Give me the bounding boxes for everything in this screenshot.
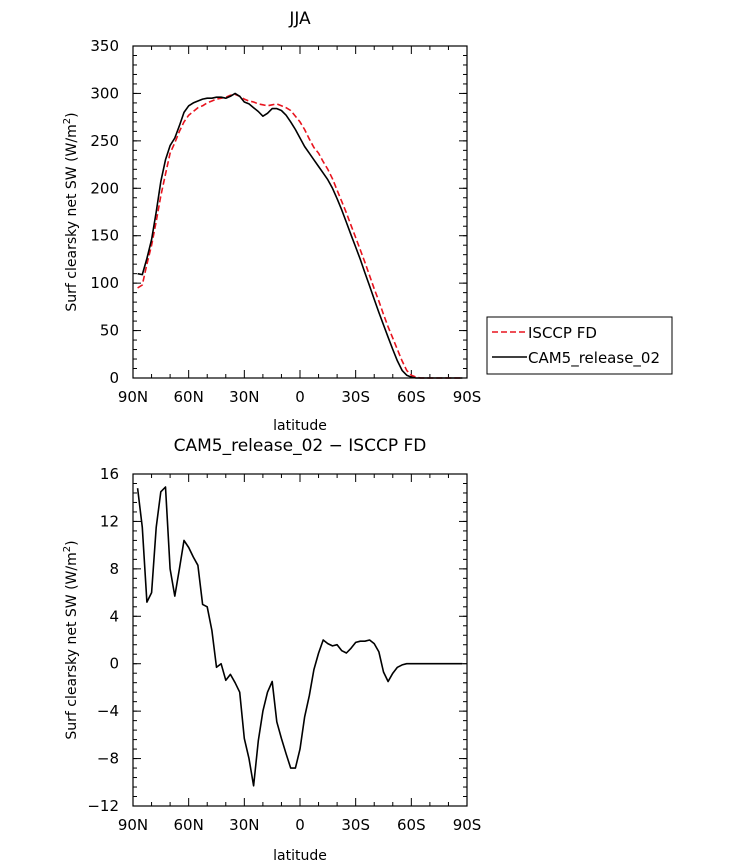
y-tick-label: 150 <box>90 227 119 245</box>
panel-bottom-chart: CAM5_release_02 − ISCCP FD 90N 60N 30N 0 30S… <box>62 436 481 864</box>
plot-area: 90N 60N 30N 0 30S 60S 90S −12 −8 −4 0 4 8 12 16 <box>87 465 481 834</box>
y-tick-label: 250 <box>90 132 119 150</box>
x-axis-label: latitude <box>273 418 327 434</box>
series-line-difference <box>136 486 463 787</box>
y-tick-label: 12 <box>100 512 119 530</box>
x-tick-label: 60N <box>174 816 204 834</box>
x-tick-label: 0 <box>295 816 305 834</box>
chart-title: JJA <box>288 9 311 29</box>
y-tick-label: 0 <box>109 655 119 673</box>
y-axis-label: Surf clearsky net SW (W/m2) <box>62 540 80 739</box>
panel-top-chart: JJA 90N 60N 30N 0 30S 60S 90S 0 50 100 150 200 250 30… <box>62 9 673 434</box>
chart-title: CAM5_release_02 − ISCCP FD <box>174 436 427 456</box>
x-tick-label: 60S <box>397 388 426 406</box>
y-tick-label: 200 <box>90 179 119 197</box>
x-tick-label: 90S <box>453 388 482 406</box>
y-tick-label: 350 <box>90 37 119 55</box>
y-tick-label: 4 <box>109 607 119 625</box>
x-tick-label: 0 <box>295 388 305 406</box>
x-tick-label: 30S <box>341 388 370 406</box>
y-tick-label: 16 <box>100 465 119 483</box>
x-tick-label: 90N <box>118 388 148 406</box>
y-tick-label: 100 <box>90 274 119 292</box>
x-tick-label: 30N <box>229 388 259 406</box>
y-axis-label: Surf clearsky net SW (W/m2) <box>62 112 80 311</box>
legend-label-isccp: ISCCP FD <box>528 324 597 342</box>
x-tick-label: 90S <box>453 816 482 834</box>
legend-box <box>486 316 673 375</box>
legend: ISCCP FD CAM5_release_02 <box>486 316 673 375</box>
x-tick-label: 60N <box>174 388 204 406</box>
x-tick-label: 30S <box>341 816 370 834</box>
x-tick-label: 60S <box>397 816 426 834</box>
plot-area: 90N 60N 30N 0 30S 60S 90S 0 50 100 150 200 250 300 350 <box>90 37 481 406</box>
y-tick-label: −12 <box>87 797 119 815</box>
x-tick-label: 30N <box>229 816 259 834</box>
y-tick-label: 300 <box>90 84 119 102</box>
x-axis-label: latitude <box>273 848 327 864</box>
y-tick-label: 0 <box>109 369 119 387</box>
y-tick-label: 50 <box>100 322 119 340</box>
legend-label-cam5: CAM5_release_02 <box>528 349 660 368</box>
series-line-isccp-fd <box>137 93 463 379</box>
y-tick-label: −4 <box>97 702 119 720</box>
series-line-cam5-release-02 <box>137 92 463 379</box>
y-tick-label: −8 <box>97 750 119 768</box>
x-tick-label: 90N <box>118 816 148 834</box>
y-tick-label: 8 <box>109 560 119 578</box>
